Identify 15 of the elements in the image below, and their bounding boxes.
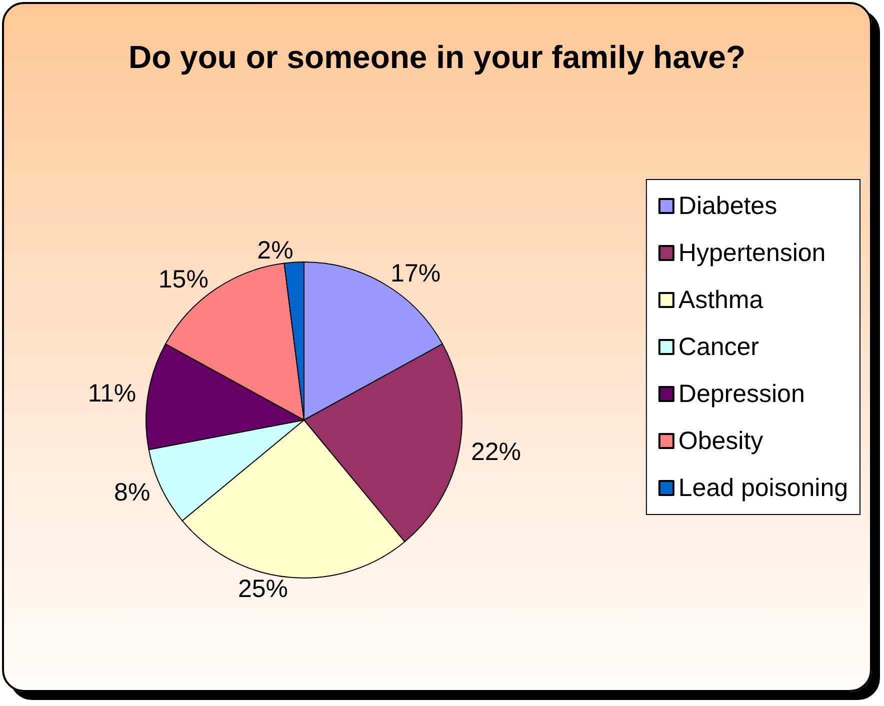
data-label: 22% [470,438,522,466]
data-label: 17% [390,260,441,288]
legend-label: Cancer [678,333,759,361]
chart-title: Do you or someone in your family have? [128,39,746,75]
legend-label: Lead poisoning [678,474,848,502]
legend-label: Asthma [678,286,764,314]
data-label: 2% [257,236,294,264]
legend-label: Diabetes [678,192,778,220]
data-label: 8% [114,478,150,506]
legend-label: Hypertension [678,239,826,267]
data-label: 25% [238,575,288,604]
data-label: 11% [88,379,136,408]
data-label: 15% [158,265,208,294]
legend-label: Obesity [678,427,764,455]
legend-label: Depression [678,380,805,408]
